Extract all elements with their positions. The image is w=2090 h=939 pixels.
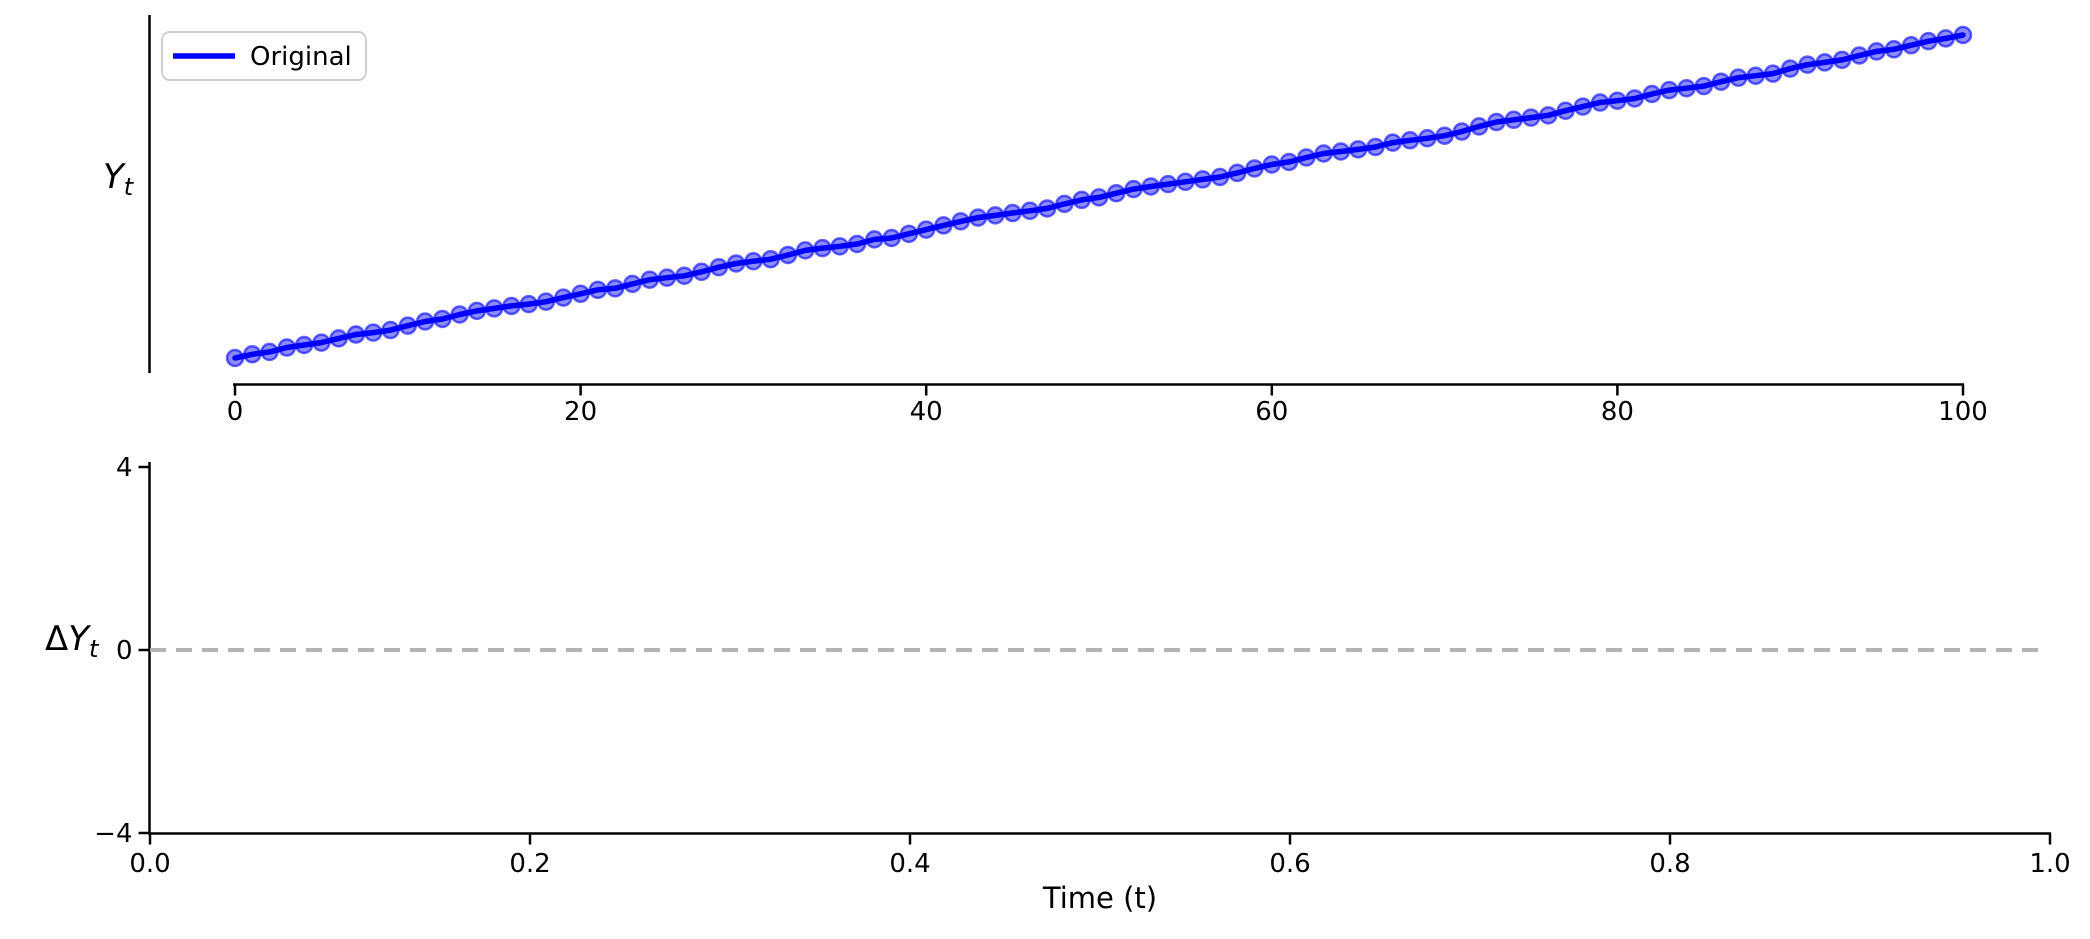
x-tick-label: 0.6 (1269, 849, 1310, 879)
x-tick-label: 0.0 (129, 849, 170, 879)
y-tick-label: 4 (116, 453, 133, 483)
x-tick-label: 80 (1601, 397, 1634, 427)
data-line (232, 32, 1966, 361)
legend: Original (161, 31, 367, 81)
y-tick-label: 0 (116, 636, 133, 666)
top-panel: 0 20 40 60 80 100 Yt Original (103, 15, 1988, 427)
original-series (225, 25, 1973, 368)
bottom-y-ticks: −4 0 4 (94, 453, 150, 849)
x-tick-label: 0.2 (509, 849, 550, 879)
x-tick-label: 100 (1938, 397, 1988, 427)
bottom-x-axis-label: Time (t) (1042, 881, 1157, 915)
y-tick-label: −4 (94, 819, 132, 849)
legend-label: Original (250, 42, 352, 72)
x-tick-label: 0.8 (1649, 849, 1690, 879)
top-y-axis-label: Yt (103, 157, 135, 201)
legend-box (161, 31, 367, 81)
x-tick-label: 60 (1255, 397, 1288, 427)
x-tick-label: 0.4 (889, 849, 930, 879)
bottom-x-ticks: 0.0 0.2 0.4 0.6 0.8 1.0 (129, 833, 2071, 879)
x-tick-label: 1.0 (2029, 849, 2070, 879)
x-tick-label: 0 (227, 397, 244, 427)
top-x-ticks: 0 20 40 60 80 100 (227, 384, 1988, 427)
x-tick-label: 20 (564, 397, 597, 427)
x-tick-label: 40 (910, 397, 943, 427)
bottom-y-axis-label: ΔYt (45, 619, 100, 663)
bottom-panel: −4 0 4 0.0 0.2 0.4 0.6 0.8 1.0 ΔYt Time (t) (45, 453, 2071, 915)
